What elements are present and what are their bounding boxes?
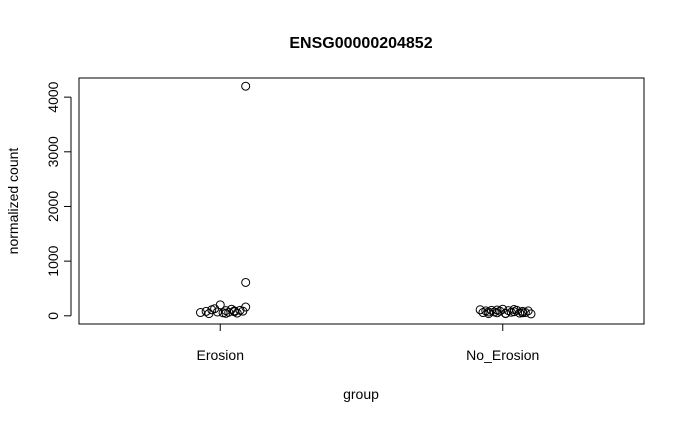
data-point [195,308,205,318]
chart-title: ENSG00000204852 [289,35,432,52]
data-point [501,309,511,319]
data-point [221,308,231,318]
data-point [523,306,533,316]
data-point [492,305,502,315]
data-point [210,304,220,314]
y-tick-label: 4000 [45,81,61,112]
y-axis-label: normalized count [5,148,21,255]
data-point [241,277,251,287]
data-point [478,308,488,318]
data-point [201,306,211,316]
data-point [241,302,251,312]
data-point [229,306,239,316]
data-points [195,81,536,319]
data-point [509,305,519,315]
data-point [204,309,214,319]
y-tick-label: 0 [45,312,61,320]
plot-area-frame [78,77,645,325]
y-tick-label: 3000 [45,136,61,167]
data-point [241,81,251,91]
data-point [232,308,242,318]
y-tick-label: 1000 [45,245,61,276]
x-axis-label: group [343,386,379,402]
data-point [475,305,485,315]
y-tick-label: 2000 [45,191,61,222]
x-tick-label: No_Erosion [466,347,539,363]
data-point [518,308,528,318]
data-point [486,305,496,315]
y-axis: 0 1000 2000 3000 4000 [45,81,72,320]
data-point [484,307,494,317]
x-axis: Erosion No_Erosion [197,324,539,363]
data-point [520,308,530,318]
x-tick-label: Erosion [197,347,244,363]
data-point [526,309,536,319]
